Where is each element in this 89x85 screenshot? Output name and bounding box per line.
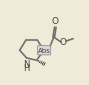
Text: N: N (23, 60, 29, 69)
Text: H: H (23, 64, 29, 73)
Text: O: O (60, 38, 67, 47)
FancyBboxPatch shape (37, 46, 51, 55)
Text: Abs: Abs (38, 48, 50, 54)
Text: O: O (52, 17, 59, 26)
